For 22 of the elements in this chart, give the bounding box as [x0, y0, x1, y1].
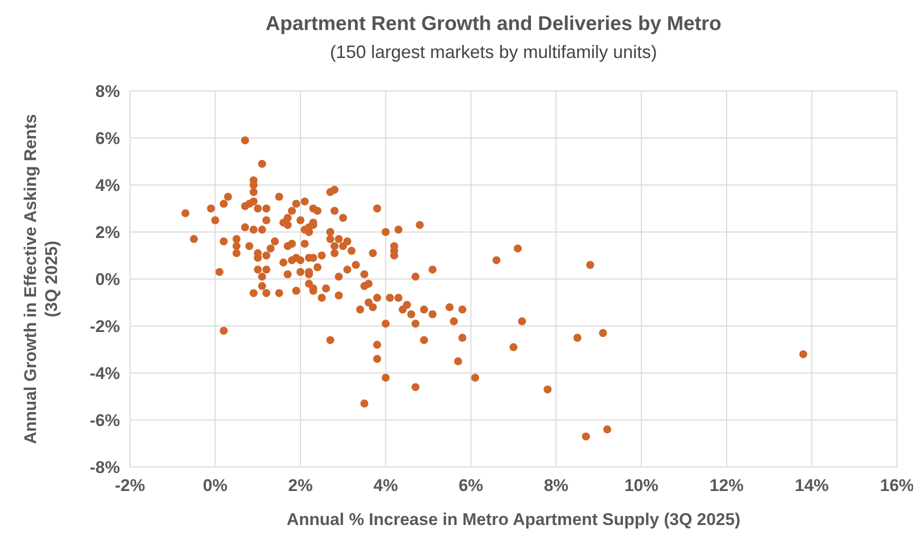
y-tick-label: 6%	[95, 128, 120, 148]
y-tick-label: 8%	[95, 82, 120, 101]
y-tick-label: 4%	[95, 176, 120, 195]
x-tick-label: -2%	[114, 476, 146, 495]
x-tick-label: 14%	[794, 476, 829, 495]
x-tick-label: 0%	[202, 476, 228, 495]
x-tick-label: 12%	[710, 476, 744, 495]
x-tick-label: 2%	[288, 476, 313, 495]
x-tick-label: 8%	[544, 476, 568, 495]
x-tick-label: 6%	[458, 476, 484, 495]
y-axis-title: Annual Growth in Effective Asking Rents (3Q 2025)	[21, 114, 61, 444]
y-tick-label: 0%	[95, 270, 120, 289]
chart-title: Apartment Rent Growth and Deliveries by Metro	[266, 13, 722, 35]
x-axis-title: Annual % Increase in Metro Apartment Supply (3Q 2025)	[286, 510, 740, 529]
chart-subtitle: (150 largest markets by multifamily units)	[330, 42, 658, 62]
y-tick-label: -8%	[90, 458, 120, 477]
y-tick-label: -6%	[90, 410, 120, 430]
x-tick-label: 4%	[373, 476, 398, 495]
y-tick-label: 2%	[95, 222, 120, 242]
x-tick-label: 10%	[624, 476, 658, 495]
y-tick-label: -4%	[90, 364, 120, 383]
y-tick-label: -2%	[90, 316, 120, 336]
